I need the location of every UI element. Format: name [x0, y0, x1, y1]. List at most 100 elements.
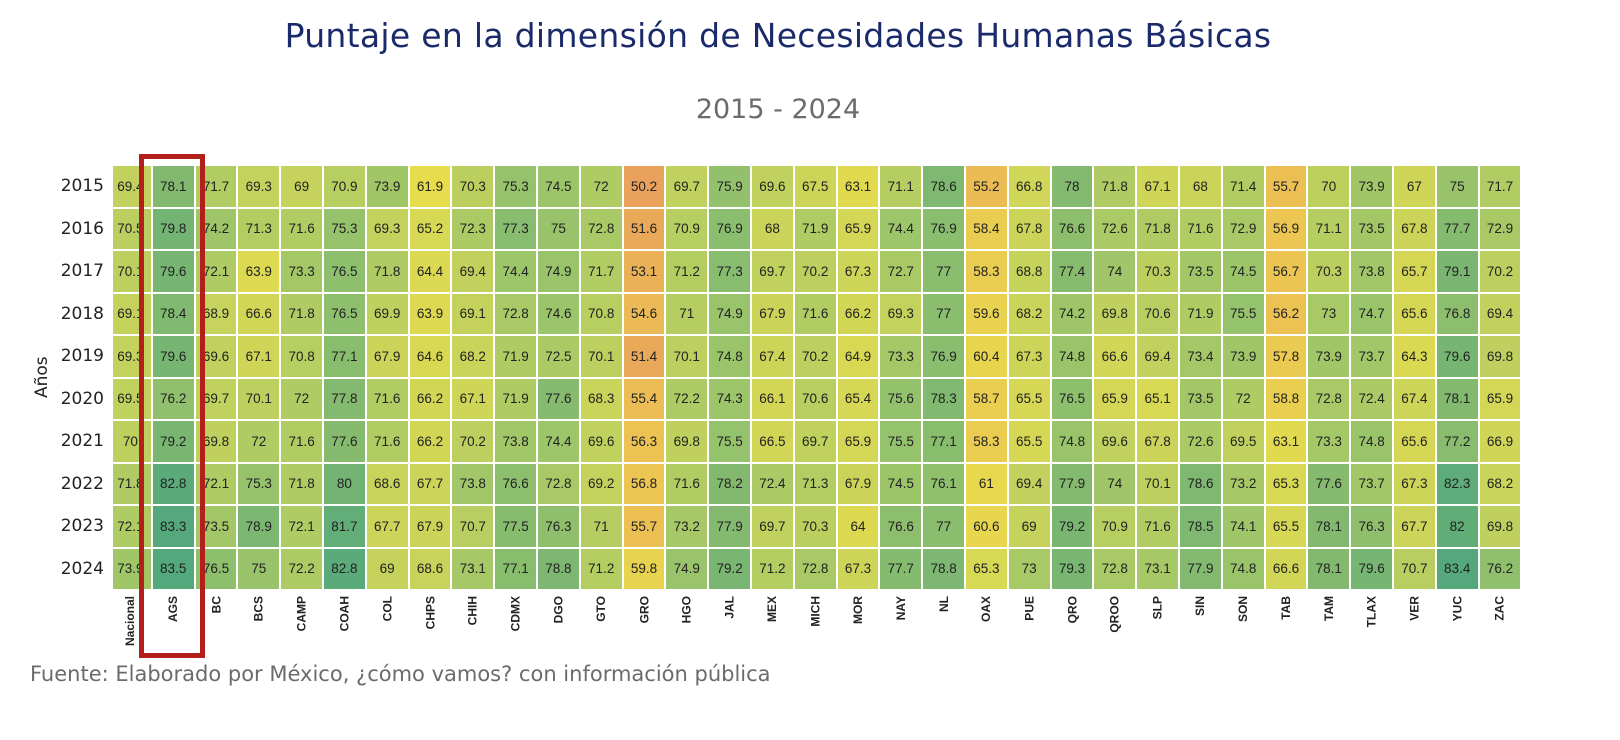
heatmap-cell: 79.3: [1050, 547, 1094, 590]
heatmap-cell: 82.8: [323, 547, 366, 590]
x-tick-label: CHIH: [451, 594, 494, 654]
heatmap-cell: 76.2: [151, 377, 195, 420]
heatmap-cell: 69.1: [451, 292, 495, 335]
heatmap-cell: 67.7: [408, 462, 452, 505]
heatmap-cell: 65.1: [1136, 377, 1179, 420]
y-tick-label: 2024: [60, 558, 104, 579]
heatmap-cell: 69.5: [113, 377, 152, 420]
x-tick-label: COAH: [323, 594, 366, 654]
x-tick-label-text: CDMX: [508, 596, 523, 632]
heatmap-cell: 76.5: [323, 292, 366, 335]
heatmap-cell: 73.3: [280, 250, 323, 293]
x-tick-label-text: QRO: [1065, 596, 1079, 624]
x-tick-label: TAM: [1307, 594, 1350, 654]
heatmap-cell: 72.8: [579, 207, 623, 250]
heatmap-cell: 69.1: [113, 292, 152, 335]
heatmap-cell: 70.2: [1478, 250, 1522, 293]
x-tick-label: OAX: [965, 594, 1008, 654]
heatmap-cell: 64.6: [408, 335, 452, 378]
heatmap-cell: 72.9: [1221, 207, 1265, 250]
heatmap-cell: 56.9: [1264, 207, 1308, 250]
heatmap-cell: 55.7: [1264, 165, 1308, 208]
heatmap-cell: 77.6: [323, 420, 366, 463]
x-tick-label: MICH: [794, 594, 837, 654]
heatmap-cell: 71.7: [579, 250, 623, 293]
x-tick-label: BCS: [237, 594, 280, 654]
x-tick-label: CDMX: [494, 594, 537, 654]
x-tick-label: MEX: [751, 594, 794, 654]
heatmap-cell: 71.8: [1136, 207, 1179, 250]
heatmap-cell: 74.7: [1350, 292, 1393, 335]
heatmap-cell: 77.9: [708, 505, 751, 548]
heatmap-cell: 76.9: [922, 207, 965, 250]
heatmap-cell: 69.4: [113, 165, 152, 208]
heatmap-cell: 73.4: [1179, 335, 1222, 378]
heatmap-cell: 74.4: [537, 420, 580, 463]
heatmap-cell: 68.6: [408, 547, 452, 590]
heatmap-cell: 68.3: [579, 377, 623, 420]
x-tick-label-text: SIN: [1193, 596, 1208, 617]
heatmap-cell: 72.8: [793, 547, 837, 590]
heatmap-cell: 72.1: [280, 505, 323, 548]
heatmap-cell: 77.8: [323, 377, 366, 420]
heatmap-cell: 65.6: [1393, 420, 1436, 463]
heatmap-cell: 72: [579, 165, 623, 208]
x-tick-label: CHPS: [409, 594, 452, 654]
heatmap-cell: 79.2: [1050, 505, 1094, 548]
heatmap-cell: 70.2: [793, 250, 837, 293]
heatmap-cell: 69.3: [113, 335, 152, 378]
heatmap-cell: 79.1: [1435, 250, 1479, 293]
x-tick-label-text: YUC: [1450, 596, 1465, 622]
heatmap-cell: 69.8: [1478, 335, 1522, 378]
heatmap-cell: 70.6: [793, 377, 837, 420]
heatmap-cell: 67.9: [408, 505, 452, 548]
heatmap-cell: 82.3: [1435, 462, 1479, 505]
chart-title: Puntaje en la dimensión de Necesidades H…: [284, 16, 1272, 55]
heatmap-cell: 63.9: [408, 292, 452, 335]
x-tick-label-text: CAMP: [294, 596, 309, 632]
heatmap-cell: 73.9: [1350, 165, 1393, 208]
heatmap-cell: 67.7: [365, 505, 409, 548]
x-tick-label: NAY: [879, 594, 922, 654]
heatmap-cell: 66.9: [1478, 420, 1522, 463]
heatmap-cell: 67.8: [1007, 207, 1051, 250]
heatmap-cell: 70: [113, 420, 152, 463]
heatmap-cell: 70.8: [579, 292, 623, 335]
heatmap-cell: 74.8: [1050, 335, 1094, 378]
heatmap-cell: 58.7: [965, 377, 1008, 420]
heatmap-cell: 74.3: [708, 377, 751, 420]
heatmap-cell: 69: [280, 165, 323, 208]
heatmap-cell: 83.5: [151, 547, 195, 590]
x-tick-label-text: MICH: [808, 596, 823, 627]
heatmap-cell: 74.4: [879, 207, 923, 250]
heatmap-cell: 70.1: [665, 335, 709, 378]
heatmap-cell: 78.6: [1179, 462, 1222, 505]
heatmap-cell: 75.9: [708, 165, 751, 208]
heatmap-cell: 78.4: [151, 292, 195, 335]
x-tick-label-text: BCS: [251, 596, 266, 622]
heatmap-cell: 67.4: [1393, 377, 1436, 420]
heatmap-cell: 68.2: [451, 335, 495, 378]
heatmap-cell: 59.8: [622, 547, 666, 590]
heatmap-cell: 74.5: [537, 165, 580, 208]
heatmap-cell: 67.4: [751, 335, 794, 378]
x-tick-label-text: GRO: [637, 596, 651, 624]
x-tick-label: GTO: [580, 594, 623, 654]
heatmap-cell: 67.1: [451, 377, 495, 420]
x-tick-label: ZAC: [1479, 594, 1522, 654]
x-tick-label: CAMP: [280, 594, 323, 654]
heatmap-cell: 65.6: [1393, 292, 1436, 335]
heatmap-cell: 76.5: [1050, 377, 1094, 420]
heatmap-cell: 77.9: [1179, 547, 1222, 590]
heatmap-cell: 67.1: [1136, 165, 1179, 208]
heatmap-cell: 65.3: [965, 547, 1008, 590]
heatmap-cell: 83.3: [151, 505, 195, 548]
heatmap-cell: 78.1: [1307, 547, 1351, 590]
heatmap-cell: 74.1: [1221, 505, 1265, 548]
heatmap-cell: 68.2: [1007, 292, 1051, 335]
heatmap-cell: 72.1: [113, 505, 152, 548]
heatmap-cell: 70.3: [451, 165, 495, 208]
heatmap-cell: 60.6: [965, 505, 1008, 548]
heatmap-cell: 76.9: [708, 207, 751, 250]
heatmap-cell: 78.1: [1307, 505, 1351, 548]
